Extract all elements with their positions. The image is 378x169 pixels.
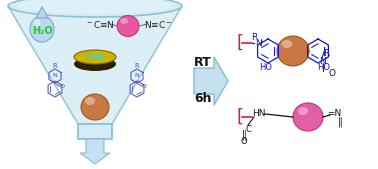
- Text: ‖: ‖: [242, 130, 246, 140]
- Ellipse shape: [282, 40, 293, 48]
- Text: =N: =N: [327, 108, 341, 117]
- Polygon shape: [36, 7, 48, 18]
- Text: [: [: [237, 108, 243, 126]
- Polygon shape: [194, 57, 228, 105]
- Ellipse shape: [74, 57, 116, 71]
- Text: H₂O: H₂O: [32, 26, 52, 36]
- Text: 6h: 6h: [194, 92, 212, 105]
- Text: N: N: [320, 56, 326, 66]
- Text: [: [: [237, 34, 243, 52]
- Text: R: R: [53, 63, 57, 69]
- Text: O: O: [241, 138, 247, 147]
- Ellipse shape: [277, 36, 309, 66]
- Text: R: R: [135, 63, 139, 69]
- Ellipse shape: [18, 0, 172, 14]
- Text: OPA: OPA: [85, 53, 104, 62]
- Text: RT: RT: [194, 56, 212, 69]
- Text: N: N: [53, 73, 57, 78]
- Text: O: O: [141, 83, 146, 89]
- Polygon shape: [80, 139, 110, 164]
- Text: HO: HO: [260, 63, 273, 71]
- Text: R: R: [323, 50, 329, 58]
- Ellipse shape: [117, 16, 139, 37]
- Text: N≡C$^-$: N≡C$^-$: [144, 18, 172, 30]
- Text: O: O: [328, 68, 336, 78]
- Text: HO: HO: [318, 63, 330, 71]
- Ellipse shape: [34, 19, 40, 27]
- Ellipse shape: [81, 94, 109, 120]
- Ellipse shape: [120, 18, 128, 24]
- Text: N: N: [255, 40, 261, 49]
- Ellipse shape: [293, 103, 323, 131]
- Text: HN: HN: [252, 108, 266, 117]
- Ellipse shape: [85, 97, 95, 105]
- Ellipse shape: [74, 50, 116, 64]
- Text: R: R: [251, 32, 257, 42]
- Text: N: N: [135, 73, 139, 78]
- Text: ‖: ‖: [338, 117, 342, 127]
- Polygon shape: [8, 6, 182, 124]
- Polygon shape: [78, 124, 112, 139]
- Ellipse shape: [30, 16, 54, 42]
- Ellipse shape: [298, 107, 308, 115]
- Text: $^-$C≡N: $^-$C≡N: [85, 18, 115, 30]
- Text: O: O: [59, 83, 64, 89]
- Text: C: C: [245, 125, 251, 134]
- Ellipse shape: [8, 0, 182, 17]
